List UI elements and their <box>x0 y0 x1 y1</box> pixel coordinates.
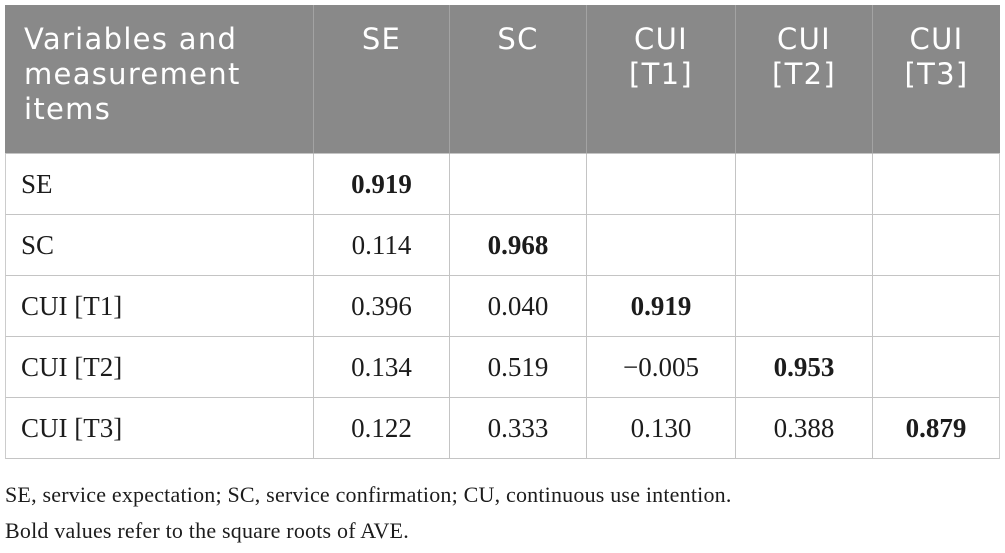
value-cell: 0.953 <box>735 337 872 398</box>
value-cell: 0.130 <box>586 398 735 459</box>
header-row: Variables and measurement items SE SC CU… <box>5 5 1000 154</box>
value-cell <box>872 276 1000 337</box>
value-cell <box>735 154 872 215</box>
header-cell-sc: SC <box>449 5 586 154</box>
footnote-abbreviations: SE, service expectation; SC, service con… <box>5 482 732 507</box>
header-cell-cui-t1: CUI [T1] <box>586 5 735 154</box>
value-cell: 0.134 <box>313 337 449 398</box>
correlation-table: Variables and measurement items SE SC CU… <box>5 5 1000 459</box>
value-cell <box>735 276 872 337</box>
table-row-cui-t2: CUI [T2] 0.134 0.519 −0.005 0.953 <box>5 337 1000 398</box>
table-row-sc: SC 0.114 0.968 <box>5 215 1000 276</box>
row-label: CUI [T1] <box>5 276 313 337</box>
table-body: SE 0.919 SC 0.114 0.968 CUI [T1] 0.396 0… <box>5 154 1000 459</box>
value-cell: 0.919 <box>586 276 735 337</box>
value-cell: 0.333 <box>449 398 586 459</box>
value-cell: 0.879 <box>872 398 1000 459</box>
row-label: SE <box>5 154 313 215</box>
value-cell <box>586 215 735 276</box>
table-header: Variables and measurement items SE SC CU… <box>5 5 1000 154</box>
value-cell <box>449 154 586 215</box>
row-label: CUI [T2] <box>5 337 313 398</box>
footnote-bold-values: Bold values refer to the square roots of… <box>5 518 409 543</box>
table-footnotes: SE, service expectation; SC, service con… <box>5 477 1005 549</box>
value-cell: 0.388 <box>735 398 872 459</box>
header-cell-se: SE <box>313 5 449 154</box>
value-cell: 0.919 <box>313 154 449 215</box>
header-cell-cui-t2: CUI [T2] <box>735 5 872 154</box>
value-cell <box>872 154 1000 215</box>
value-cell <box>586 154 735 215</box>
value-cell: −0.005 <box>586 337 735 398</box>
value-cell: 0.968 <box>449 215 586 276</box>
value-cell: 0.519 <box>449 337 586 398</box>
table-row-se: SE 0.919 <box>5 154 1000 215</box>
value-cell: 0.040 <box>449 276 586 337</box>
value-cell: 0.396 <box>313 276 449 337</box>
table-row-cui-t3: CUI [T3] 0.122 0.333 0.130 0.388 0.879 <box>5 398 1000 459</box>
value-cell: 0.122 <box>313 398 449 459</box>
table-row-cui-t1: CUI [T1] 0.396 0.040 0.919 <box>5 276 1000 337</box>
value-cell <box>735 215 872 276</box>
row-label: CUI [T3] <box>5 398 313 459</box>
value-cell <box>872 215 1000 276</box>
row-label: SC <box>5 215 313 276</box>
value-cell: 0.114 <box>313 215 449 276</box>
value-cell <box>872 337 1000 398</box>
header-cell-cui-t3: CUI [T3] <box>872 5 1000 154</box>
header-cell-variables: Variables and measurement items <box>5 5 313 154</box>
